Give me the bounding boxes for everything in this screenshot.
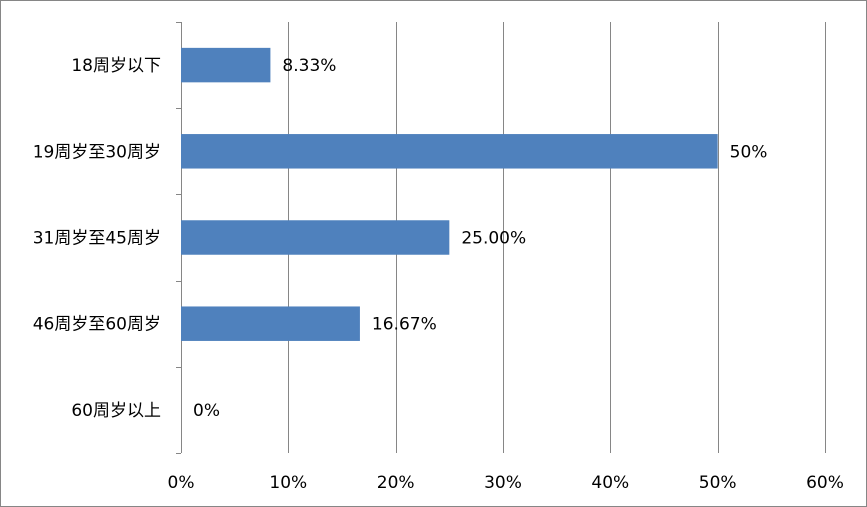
- data-label: 8.33%: [282, 56, 336, 76]
- x-tick-label: 20%: [377, 473, 415, 493]
- bar: [181, 47, 271, 83]
- category-label: 60周岁以上: [71, 401, 161, 421]
- axes: [176, 22, 182, 454]
- x-tick-label: 30%: [484, 473, 522, 493]
- data-label: 50%: [730, 142, 768, 162]
- data-label: 0%: [193, 401, 220, 421]
- bar: [181, 220, 450, 255]
- labels: 0% 10% 20% 30% 40% 50% 60% 18周岁以下 8.33% 19周岁至30周岁…: [33, 56, 844, 493]
- x-tick-label: 40%: [591, 473, 629, 493]
- bar: [181, 306, 360, 341]
- x-tick-label: 60%: [806, 473, 844, 493]
- category-label: 46周岁至60周岁: [33, 315, 161, 335]
- x-tick-label: 0%: [168, 473, 195, 493]
- data-label: 16.67%: [372, 315, 437, 335]
- gridlines: [288, 22, 826, 453]
- bar: [181, 134, 718, 169]
- data-label: 25.00%: [461, 229, 526, 249]
- x-tick-label: 50%: [699, 473, 737, 493]
- x-tick-label: 10%: [269, 473, 307, 493]
- category-label: 19周岁至30周岁: [33, 142, 161, 162]
- category-label: 31周岁至45周岁: [33, 229, 161, 249]
- bars: [181, 47, 718, 341]
- category-label: 18周岁以下: [71, 56, 161, 76]
